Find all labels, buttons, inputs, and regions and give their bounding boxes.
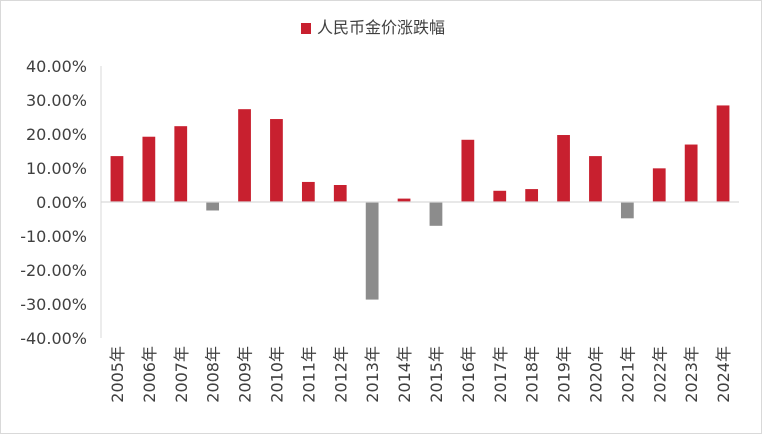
x-tick-label: 2024年 [714,346,733,403]
x-tick-label: 2009年 [236,346,255,403]
x-tick-label: 2019年 [555,346,574,403]
x-tick-label: 2006年 [140,346,159,403]
x-tick-label: 2015年 [427,346,446,403]
y-tick-label: 0.00% [36,193,87,212]
y-axis-ticks: 40.00% 30.00% 20.00% 10.00% 0.00% -10.00% -20.… [20,57,87,348]
bar [174,126,188,202]
x-tick-label: 2017年 [491,346,510,403]
y-tick-label: -40.00% [20,329,87,348]
legend-swatch [301,23,311,34]
bar [620,202,634,219]
bar [333,185,347,202]
x-tick-label: 2013年 [363,346,382,403]
bar [110,156,124,202]
x-tick-label: 2012年 [331,346,350,403]
bar [493,190,507,202]
bar [397,198,411,202]
y-tick-label: 40.00% [26,57,87,76]
bar [142,136,156,202]
x-tick-label: 2018年 [523,346,542,403]
x-tick-label: 2005年 [108,346,127,403]
y-tick-label: -10.00% [20,227,87,246]
bar [557,135,570,202]
x-tick-label: 2011年 [299,346,318,403]
bar [365,202,379,300]
x-tick-label: 2021年 [618,346,637,403]
bar [270,119,283,202]
x-tick-label: 2008年 [204,346,223,403]
x-tick-label: 2023年 [682,346,701,403]
x-tick-label: 2020年 [586,346,605,403]
x-tick-label: 2014年 [395,346,414,403]
bar [684,144,698,202]
y-tick-label: 10.00% [26,159,87,178]
bar [589,156,602,202]
legend: 人民币金价涨跌幅 [301,18,445,37]
y-tick-label: 20.00% [26,125,87,144]
bar [652,168,666,202]
y-tick-label: 30.00% [26,91,87,110]
bars [110,105,730,300]
bar [301,181,315,202]
x-axis-labels: 2005年 2006年 2007年 2008年 2009年 2010年 2011年 2012年… [108,346,733,403]
x-tick-label: 2010年 [267,346,286,403]
bar [525,189,539,202]
y-tick-label: -20.00% [20,261,87,280]
x-tick-label: 2022年 [650,346,669,403]
bar [429,202,443,226]
bar [461,139,475,202]
y-tick-label: -30.00% [20,295,87,314]
bar [716,105,730,202]
bar [206,202,220,211]
x-tick-label: 2007年 [172,346,191,403]
bar [238,109,251,202]
legend-label: 人民币金价涨跌幅 [317,18,445,37]
x-tick-label: 2016年 [459,346,478,403]
